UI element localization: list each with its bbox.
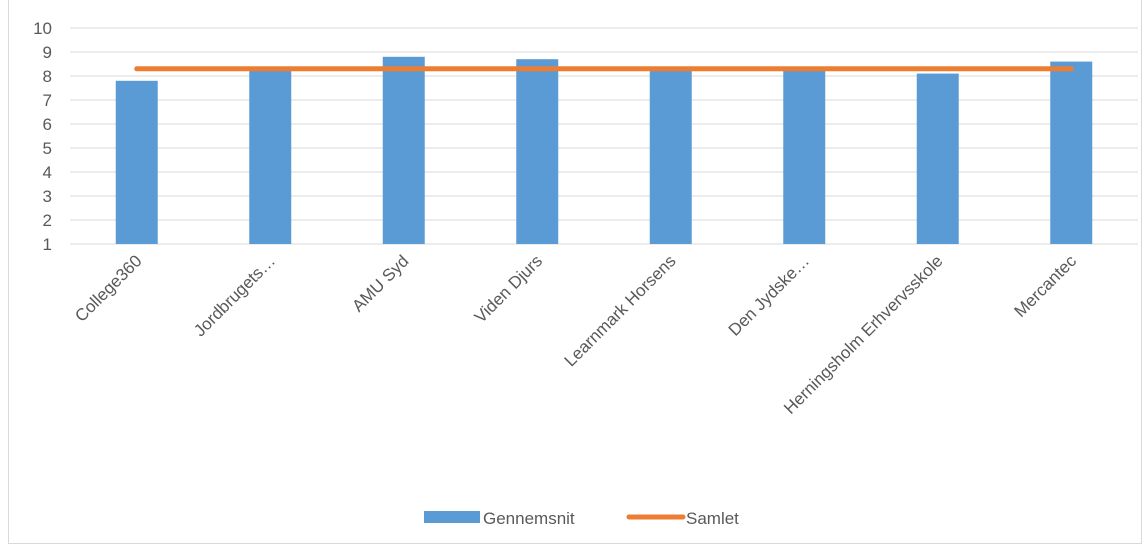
bar: [783, 68, 826, 244]
y-tick-label: 9: [43, 43, 52, 62]
category-label: Den Jydske…: [725, 251, 813, 339]
y-tick-label: 8: [43, 67, 52, 86]
y-tick-label: 7: [43, 91, 52, 110]
legend-label: Samlet: [686, 509, 739, 528]
y-tick-label: 3: [43, 187, 52, 206]
category-label: College360: [71, 251, 145, 325]
bar: [516, 59, 559, 245]
grid-layer: [70, 27, 1138, 245]
category-label: Viden Djurs: [471, 251, 546, 326]
category-label: Learnmark Horsens: [561, 251, 680, 370]
y-tick-label: 5: [43, 139, 52, 158]
bar: [249, 68, 292, 244]
category-label: AMU Syd: [348, 251, 412, 315]
bar-series: [115, 56, 1093, 245]
legend-label: Gennemsnit: [483, 509, 575, 528]
legend: Gennemsnit Samlet: [424, 509, 739, 528]
y-tick-label: 6: [43, 115, 52, 134]
bar: [382, 56, 425, 244]
category-label: Jordbrugets…: [190, 251, 279, 340]
x-axis-categories: College360 Jordbrugets… AMU Syd Viden Djurs…: [71, 251, 1080, 418]
y-tick-label: 4: [43, 163, 52, 182]
bar: [649, 68, 692, 244]
bar: [916, 73, 959, 244]
bar: [115, 80, 158, 244]
bar: [1050, 61, 1093, 244]
chart-frame: [8, 0, 1142, 544]
category-label: Herningsholm Erhvervsskole: [780, 251, 946, 417]
y-tick-label: 2: [43, 211, 52, 230]
y-tick-label: 10: [33, 19, 52, 38]
y-tick-label: 1: [43, 235, 52, 254]
y-axis-ticks: 1 2 3 4 5 6 7 8 9 10: [33, 19, 52, 254]
legend-swatch-bar: [424, 511, 480, 523]
category-label: Mercantec: [1011, 251, 1081, 321]
